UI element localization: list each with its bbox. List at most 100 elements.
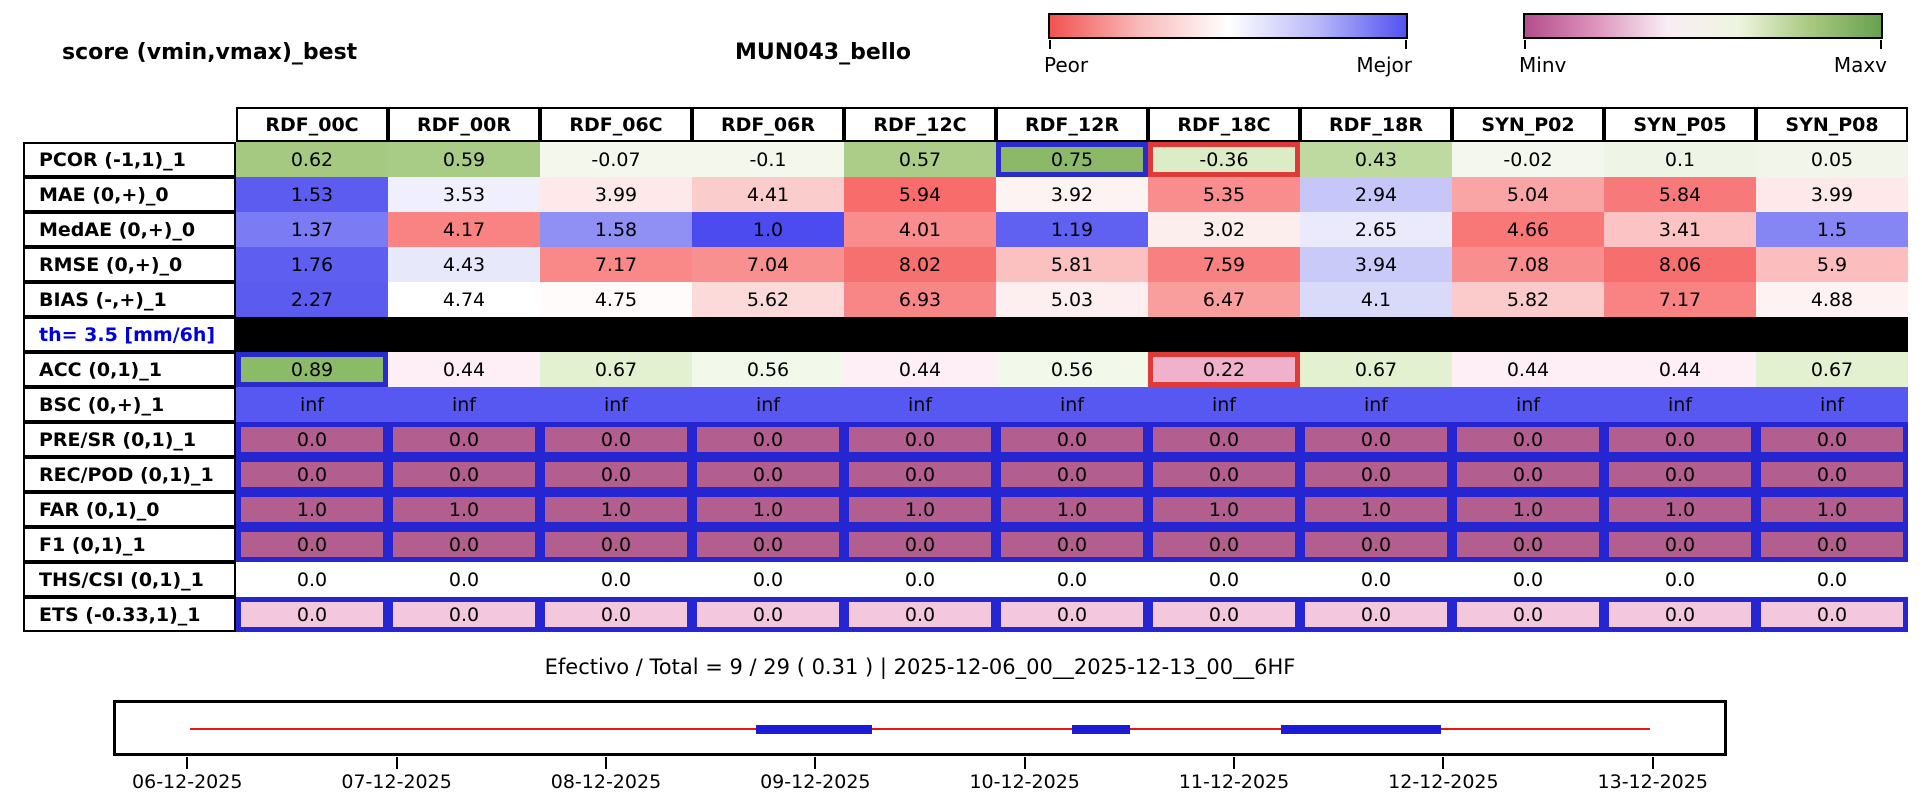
score-cell: 0.62 bbox=[236, 142, 388, 177]
colorbar-label-mejor: Mejor bbox=[1356, 53, 1412, 77]
score-cell: -0.1 bbox=[692, 142, 844, 177]
column-header: RDF_12C bbox=[844, 107, 996, 142]
colorbar-performance-gradient bbox=[1048, 13, 1408, 39]
score-cell: 0.0 bbox=[540, 597, 692, 632]
row-label: BSC (0,+)_1 bbox=[23, 387, 236, 422]
score-cell: 0.0 bbox=[1604, 457, 1756, 492]
score-cell: inf bbox=[1452, 387, 1604, 422]
score-cell: 0.0 bbox=[844, 597, 996, 632]
score-cell: inf bbox=[1604, 387, 1756, 422]
best-score-cell: 0.89 bbox=[236, 352, 388, 387]
row-label: BIAS (-,+)_1 bbox=[23, 282, 236, 317]
score-cell: 0.0 bbox=[1756, 527, 1908, 562]
score-cell: 2.65 bbox=[1300, 212, 1452, 247]
row-label: MedAE (0,+)_0 bbox=[23, 212, 236, 247]
score-cell: 0.0 bbox=[1452, 422, 1604, 457]
score-cell: 1.0 bbox=[692, 212, 844, 247]
score-cell: 7.17 bbox=[540, 247, 692, 282]
score-cell: -0.07 bbox=[540, 142, 692, 177]
timeline-tick bbox=[1023, 757, 1026, 769]
score-table: RDF_00C RDF_00R RDF_06C RDF_06R RDF_12C RDF_1… bbox=[23, 107, 1908, 632]
score-cell: 1.37 bbox=[236, 212, 388, 247]
score-cell: 3.92 bbox=[996, 177, 1148, 212]
best-score-cell: 0.75 bbox=[996, 142, 1148, 177]
timeline-date-label: 07-12-2025 bbox=[341, 771, 452, 793]
row-label: ETS (-0.33,1)_1 bbox=[23, 597, 236, 632]
colorbar-value-range: Minv Maxv bbox=[1519, 13, 1887, 77]
score-cell: 5.9 bbox=[1756, 247, 1908, 282]
score-cell: 0.0 bbox=[1756, 597, 1908, 632]
score-cell: 4.01 bbox=[844, 212, 996, 247]
score-cell: 0.0 bbox=[996, 527, 1148, 562]
score-cell: 0.0 bbox=[996, 457, 1148, 492]
score-cell: 0.0 bbox=[1452, 562, 1604, 597]
score-cell: 0.44 bbox=[844, 352, 996, 387]
score-cell: 5.62 bbox=[692, 282, 844, 317]
colorbar-tick-left bbox=[1524, 40, 1526, 49]
score-cell: 1.0 bbox=[1604, 492, 1756, 527]
row-label: PRE/SR (0,1)_1 bbox=[23, 422, 236, 457]
timeline-full-range-line bbox=[189, 728, 1651, 730]
score-cell: 8.06 bbox=[1604, 247, 1756, 282]
score-cell: 1.0 bbox=[1756, 492, 1908, 527]
timeline-date-label: 12-12-2025 bbox=[1388, 771, 1499, 793]
score-cell: 5.81 bbox=[996, 247, 1148, 282]
score-cell: 0.0 bbox=[844, 457, 996, 492]
score-cell: 0.57 bbox=[844, 142, 996, 177]
score-cell: 4.41 bbox=[692, 177, 844, 212]
score-cell: 2.27 bbox=[236, 282, 388, 317]
score-cell: 0.0 bbox=[1300, 597, 1452, 632]
score-cell: 7.08 bbox=[1452, 247, 1604, 282]
column-header: SYN_P05 bbox=[1604, 107, 1756, 142]
colorbar-label-maxv: Maxv bbox=[1833, 53, 1887, 77]
column-header: RDF_06R bbox=[692, 107, 844, 142]
colorbar-label-minv: Minv bbox=[1519, 53, 1567, 77]
timeline-date-label: 09-12-2025 bbox=[760, 771, 871, 793]
effective-total-caption: Efectivo / Total = 9 / 29 ( 0.31 ) | 202… bbox=[544, 655, 1296, 679]
score-cell: 0.0 bbox=[844, 422, 996, 457]
worst-score-cell: 0.22 bbox=[1148, 352, 1300, 387]
timeline-date-label: 11-12-2025 bbox=[1178, 771, 1290, 793]
score-cell: 0.0 bbox=[1300, 457, 1452, 492]
score-cell: 0.0 bbox=[996, 422, 1148, 457]
score-cell: 0.0 bbox=[1148, 562, 1300, 597]
score-cell: 4.1 bbox=[1300, 282, 1452, 317]
score-cell: inf bbox=[996, 387, 1148, 422]
score-cell: 0.43 bbox=[1300, 142, 1452, 177]
score-cell: inf bbox=[236, 387, 388, 422]
score-cell: 4.66 bbox=[1452, 212, 1604, 247]
row-label: F1 (0,1)_1 bbox=[23, 527, 236, 562]
score-cell: 0.59 bbox=[388, 142, 540, 177]
score-cell: 0.0 bbox=[1148, 422, 1300, 457]
score-cell: 0.56 bbox=[996, 352, 1148, 387]
score-cell: 0.67 bbox=[540, 352, 692, 387]
score-cell: inf bbox=[388, 387, 540, 422]
colorbar-value-range-gradient bbox=[1523, 13, 1883, 39]
score-cell: 4.43 bbox=[388, 247, 540, 282]
timeline-axis-labels: 06-12-2025 07-12-2025 08-12-2025 09-12-2025… bbox=[113, 771, 1727, 797]
score-cell: -0.02 bbox=[1452, 142, 1604, 177]
score-cell: 0.0 bbox=[1604, 562, 1756, 597]
score-cell: 4.75 bbox=[540, 282, 692, 317]
score-cell: 1.58 bbox=[540, 212, 692, 247]
score-cell: 5.82 bbox=[1452, 282, 1604, 317]
score-cell: 0.0 bbox=[388, 597, 540, 632]
score-cell: 0.05 bbox=[1756, 142, 1908, 177]
timeline-date-label: 13-12-2025 bbox=[1597, 771, 1708, 793]
timeline-effective-segment bbox=[756, 725, 872, 734]
score-cell: 5.94 bbox=[844, 177, 996, 212]
colorbar-tick-left bbox=[1049, 40, 1051, 49]
row-label: RMSE (0,+)_0 bbox=[23, 247, 236, 282]
score-cell: 4.17 bbox=[388, 212, 540, 247]
score-cell: 0.0 bbox=[1756, 457, 1908, 492]
column-header: RDF_12R bbox=[996, 107, 1148, 142]
score-cell: 1.0 bbox=[692, 492, 844, 527]
score-cell: 1.0 bbox=[1300, 492, 1452, 527]
colorbar-performance: Peor Mejor bbox=[1044, 13, 1412, 77]
score-cell: 0.0 bbox=[1756, 562, 1908, 597]
score-cell: 0.0 bbox=[1452, 597, 1604, 632]
score-cell: 0.0 bbox=[1452, 457, 1604, 492]
score-cell: 1.0 bbox=[1148, 492, 1300, 527]
score-cell: 0.0 bbox=[1604, 527, 1756, 562]
score-cell: 0.0 bbox=[1148, 597, 1300, 632]
